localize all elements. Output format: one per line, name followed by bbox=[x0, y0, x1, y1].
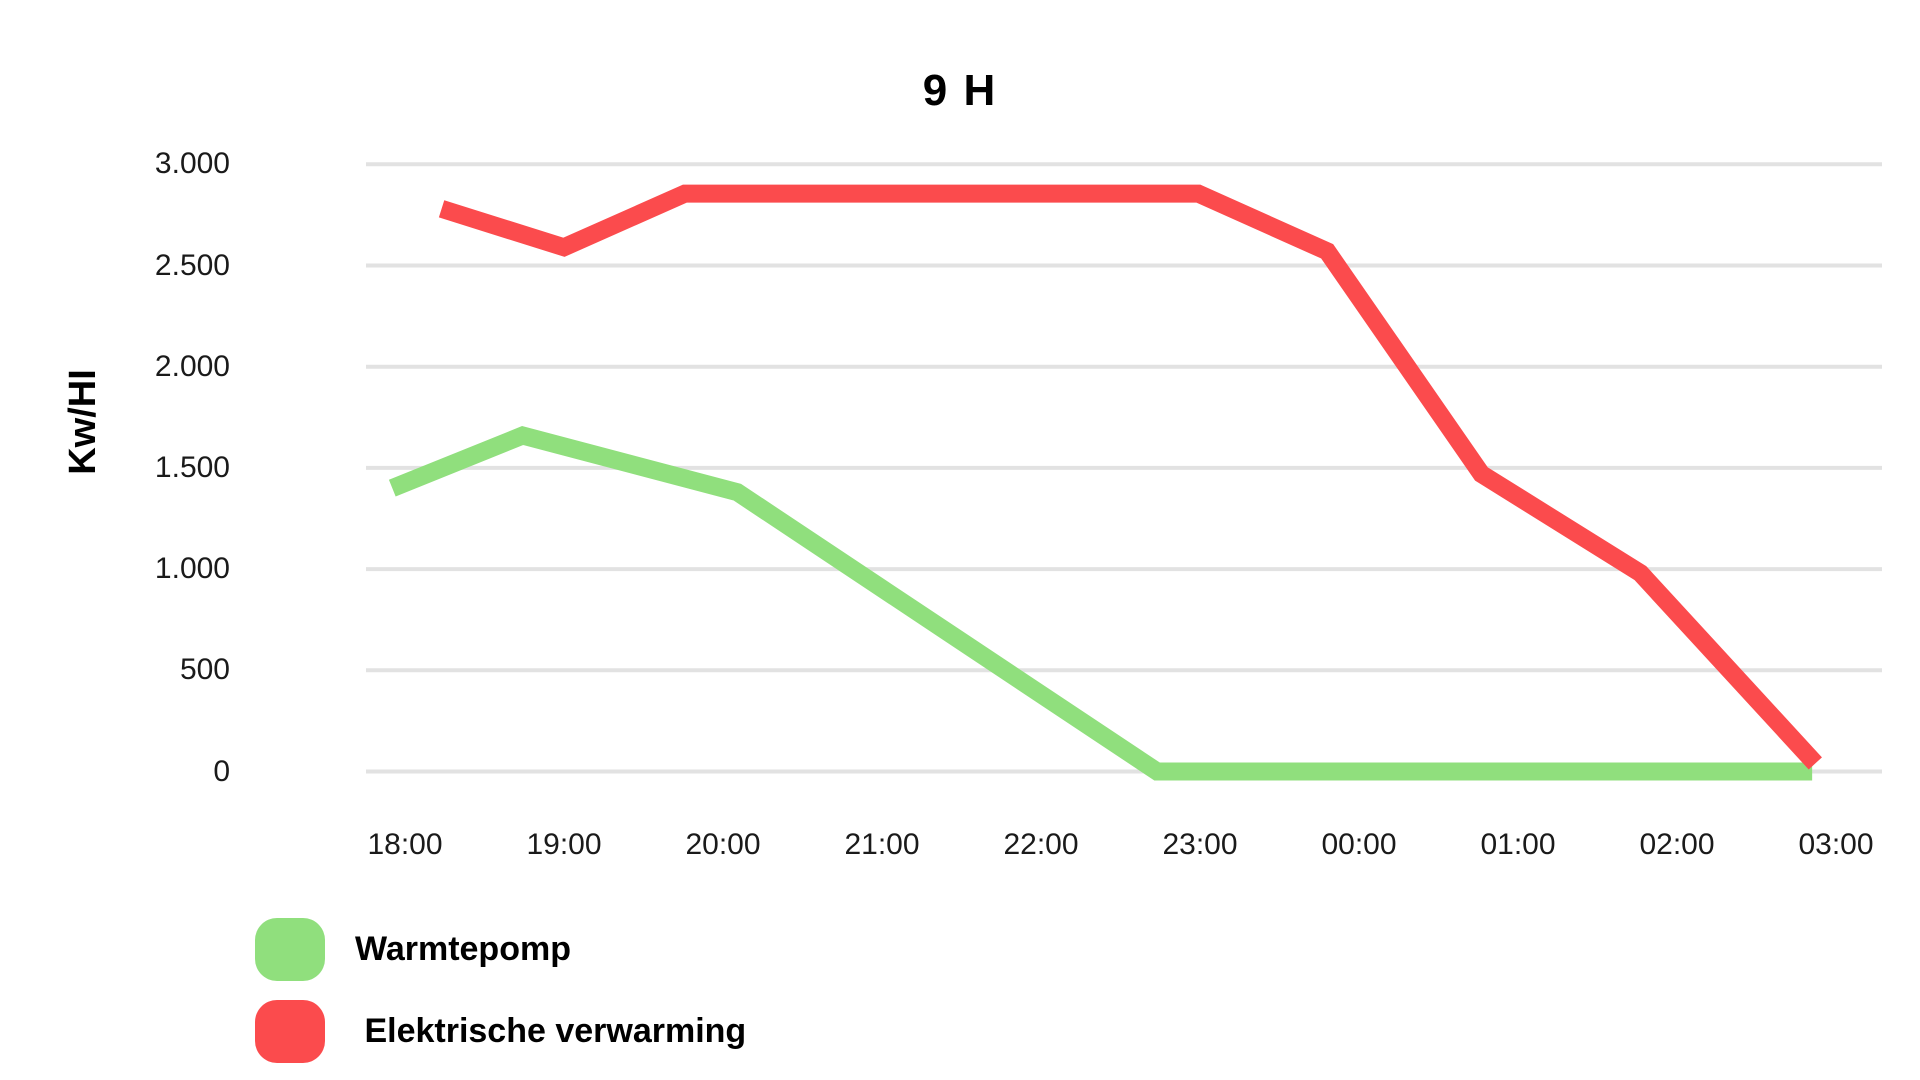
elektrische-verwarming-line bbox=[438, 184, 1822, 770]
y-tick-label: 1.500 bbox=[154, 450, 230, 484]
y-tick-label: 500 bbox=[179, 653, 230, 687]
legend-item: Elektrische verwarming bbox=[255, 1000, 746, 1063]
y-tick-label: 3.000 bbox=[154, 147, 230, 181]
legend-label: Elektrische verwarming bbox=[355, 1012, 747, 1050]
y-tick-label: 0 bbox=[213, 754, 230, 788]
x-tick-label: 22:00 bbox=[1003, 828, 1079, 861]
chart-title: 9 H bbox=[922, 66, 998, 115]
legend-item: Warmtepomp bbox=[255, 918, 746, 981]
x-tick-label: 02:00 bbox=[1639, 828, 1715, 861]
y-tick-label: 1.000 bbox=[154, 552, 230, 586]
x-tick-label: 18:00 bbox=[367, 828, 443, 861]
x-tick-label: 01:00 bbox=[1480, 828, 1556, 861]
legend-label: Warmtepomp bbox=[355, 930, 571, 968]
legend-swatch bbox=[255, 918, 325, 981]
y-tick-label: 2.000 bbox=[154, 349, 230, 383]
y-tick-label: 2.500 bbox=[154, 248, 230, 282]
x-tick-label: 03:00 bbox=[1798, 828, 1874, 861]
x-tick-label: 19:00 bbox=[526, 828, 602, 861]
warmtepomp-line bbox=[388, 426, 1813, 781]
x-tick-label: 23:00 bbox=[1162, 828, 1238, 861]
x-tick-label: 20:00 bbox=[685, 828, 761, 861]
legend: Warmtepomp Elektrische verwarming bbox=[255, 918, 746, 1080]
x-tick-label: 21:00 bbox=[844, 828, 920, 861]
legend-swatch bbox=[255, 1000, 325, 1063]
x-tick-label: 00:00 bbox=[1321, 828, 1397, 861]
